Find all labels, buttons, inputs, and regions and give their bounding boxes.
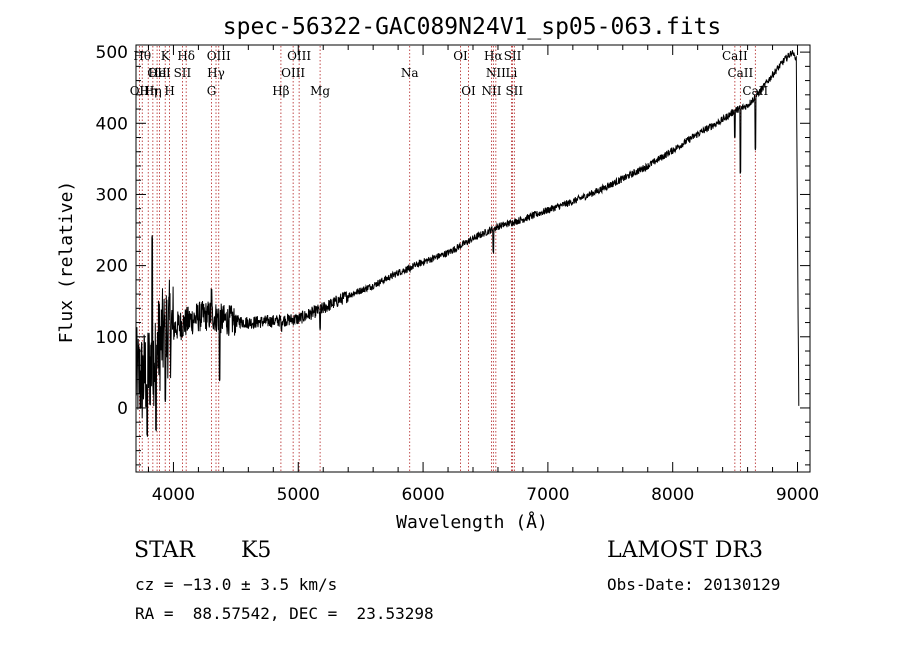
object-subclass: K5 xyxy=(241,538,272,563)
object-class: STAR xyxy=(134,538,195,563)
line-label-3: Hη xyxy=(144,84,162,98)
line-label-22: NII xyxy=(486,66,506,80)
x-tick-label-5000: 5000 xyxy=(277,485,320,505)
line-label-13: Hβ xyxy=(272,84,289,98)
x-axis-ticks: 4000 5000 6000 7000 8000 9000 xyxy=(147,45,819,505)
line-label-21: Hα xyxy=(484,49,503,63)
line-label-19: OI xyxy=(461,84,476,98)
line-label-20: NII xyxy=(481,84,501,98)
x-tick-label-7000: 7000 xyxy=(526,485,569,505)
line-label-9: Hδ xyxy=(177,49,195,63)
line-label-17: Na xyxy=(401,66,419,80)
line-label-6: K xyxy=(161,49,171,63)
line-label-12: OIII xyxy=(207,49,231,63)
line-label-18: OI xyxy=(453,49,468,63)
line-label-14: OIII xyxy=(281,66,305,80)
ra-dec-coordinates: RA = 88.57542, DEC = 23.53298 xyxy=(135,604,434,623)
x-tick-label-8000: 8000 xyxy=(651,485,694,505)
line-label-4: OII xyxy=(147,66,167,80)
line-label-2: Hη xyxy=(139,84,157,98)
line-label-5: HeI xyxy=(148,66,171,80)
y-tick-label-200: 200 xyxy=(96,257,128,277)
spectrum-line xyxy=(135,50,800,437)
line-label-25: SII xyxy=(505,84,523,98)
survey-name: LAMOST DR3 xyxy=(607,538,763,563)
y-axis-ticks: 0 100 200 300 400 500 xyxy=(96,43,810,466)
x-tick-label-4000: 4000 xyxy=(152,485,195,505)
observation-date: Obs-Date: 20130129 xyxy=(607,575,781,594)
line-label-11: Hγ xyxy=(207,66,225,80)
line-label-7: H xyxy=(164,84,174,98)
y-tick-label-100: 100 xyxy=(96,328,128,348)
line-label-24: SII xyxy=(504,49,522,63)
y-tick-label-0: 0 xyxy=(117,399,128,419)
plot-frame xyxy=(135,44,811,473)
x-tick-label-9000: 9000 xyxy=(776,485,819,505)
line-label-8: SII xyxy=(174,66,192,80)
line-label-26: CaII xyxy=(722,49,748,63)
line-label-15: OIII xyxy=(287,49,311,63)
chart-title: spec-56322-GAC089N24V1_sp05-063.fits xyxy=(223,14,722,40)
line-label-16: Mg xyxy=(310,84,330,98)
line-label-0: OII xyxy=(130,84,150,98)
x-tick-label-6000: 6000 xyxy=(401,485,444,505)
y-tick-label-500: 500 xyxy=(96,43,128,63)
emission-line-labels: OIIHθHηHηOIIHeIKHSIIHδGHγOIIIHβOIIIOIIIM… xyxy=(130,49,769,98)
line-label-23: Li xyxy=(506,66,518,80)
y-axis-label: Flux (relative) xyxy=(56,181,77,344)
emission-line-markers xyxy=(138,46,756,471)
x-axis-label: Wavelength (Å) xyxy=(396,511,548,533)
y-tick-label-400: 400 xyxy=(96,114,128,134)
line-label-10: G xyxy=(207,84,217,98)
redshift-cz: cz = −13.0 ± 3.5 km/s xyxy=(135,575,338,594)
line-label-27: CaII xyxy=(727,66,753,80)
y-tick-label-300: 300 xyxy=(96,185,128,205)
